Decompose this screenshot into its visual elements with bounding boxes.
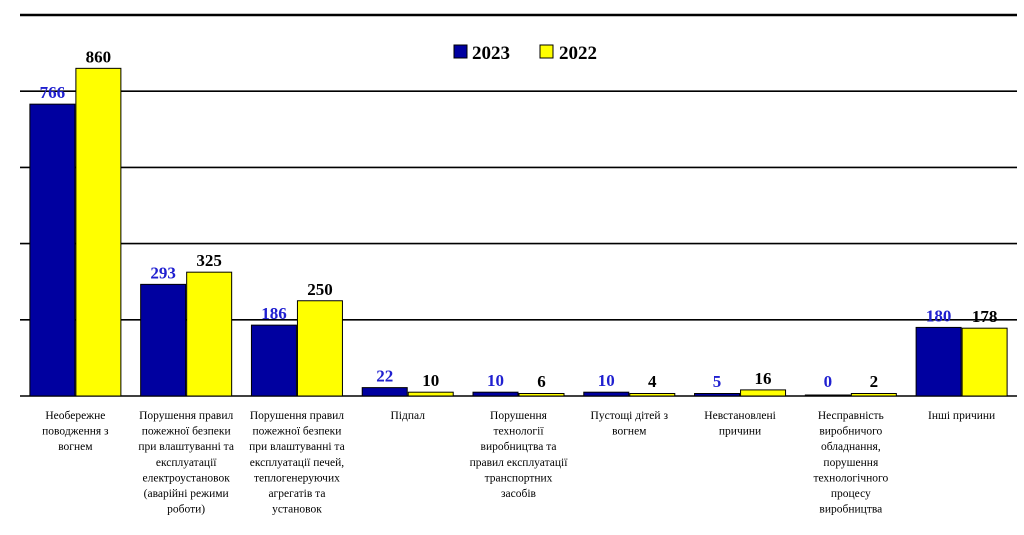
category-label-line: експлуатації печей, bbox=[250, 457, 345, 469]
category-label-line: вогнем bbox=[612, 426, 647, 438]
bar-2023-4 bbox=[472, 391, 519, 397]
category-label-2: Порушення правил пожежної безпеки при влаш… bbox=[249, 410, 345, 516]
category-label-line: правил експлуатації bbox=[470, 457, 569, 469]
category-label-line: при влаштуванні та bbox=[249, 441, 345, 453]
legend-label-2022: 2022 bbox=[559, 43, 597, 64]
category-label-line: пожежної безпеки bbox=[252, 426, 341, 438]
category-label-line: при влаштуванні та bbox=[138, 441, 234, 453]
legend-label-2023: 2023 bbox=[472, 43, 510, 64]
value-label-2023-5: 10 bbox=[598, 371, 615, 390]
category-label-line: поводження з bbox=[42, 426, 109, 438]
value-label-2023-0: 766 bbox=[40, 83, 66, 102]
category-label-line: Порушення правил bbox=[250, 410, 344, 422]
category-label-4: Порушення технології виробництва та правил … bbox=[470, 410, 569, 500]
value-label-2023-3: 22 bbox=[376, 367, 393, 386]
value-label-2022-1: 325 bbox=[196, 251, 222, 270]
category-label-line: виробництва bbox=[819, 504, 882, 516]
category-label-line: експлуатації bbox=[156, 457, 217, 469]
category-label-8: Інші причини bbox=[928, 410, 995, 422]
value-label-2023-1: 293 bbox=[150, 263, 176, 282]
category-label-6: Невстановлені причини bbox=[704, 410, 776, 438]
value-label-2022-2: 250 bbox=[307, 280, 333, 299]
category-label-line: Пустощі дітей з bbox=[591, 410, 669, 422]
category-label-line: засобів bbox=[501, 488, 537, 500]
category-label-line: причини bbox=[719, 426, 761, 438]
bar-2023-0 bbox=[29, 103, 76, 397]
bar-2023-3 bbox=[361, 387, 408, 397]
category-label-line: Порушення правил bbox=[139, 410, 233, 422]
value-label-2023-2: 186 bbox=[261, 304, 287, 323]
bar-2022-8 bbox=[961, 327, 1008, 397]
category-label-line: агрегатів та bbox=[268, 488, 325, 500]
category-label-line: порушення bbox=[823, 457, 879, 469]
bar-2022-7 bbox=[850, 393, 897, 397]
category-label-line: Підпал bbox=[390, 410, 425, 422]
category-label-line: Необережне bbox=[45, 410, 105, 422]
bars bbox=[29, 67, 1008, 397]
category-label-line: процесу bbox=[831, 488, 871, 500]
bar-2022-6 bbox=[740, 389, 787, 397]
bar-2023-5 bbox=[583, 391, 630, 397]
category-label-line: виробництва та bbox=[481, 441, 557, 453]
category-label-line: Невстановлені bbox=[704, 410, 776, 422]
bar-2022-1 bbox=[186, 271, 233, 397]
value-label-2023-8: 180 bbox=[926, 306, 952, 325]
category-label-line: вогнем bbox=[58, 441, 93, 453]
bar-2022-2 bbox=[296, 300, 343, 397]
category-label-1: Порушення правил пожежної безпеки при влаш… bbox=[138, 410, 234, 516]
bar-2023-7 bbox=[804, 394, 851, 397]
category-label-0: Необережне поводження з вогнем bbox=[42, 410, 109, 453]
category-label-line: (аварійні режими bbox=[144, 488, 229, 500]
value-label-2022-8: 178 bbox=[972, 307, 998, 326]
bar-2022-4 bbox=[518, 393, 565, 397]
category-label-line: Порушення bbox=[490, 410, 548, 422]
value-label-2022-5: 4 bbox=[648, 372, 657, 391]
category-label-line: технологічного bbox=[813, 472, 888, 484]
value-label-2022-4: 6 bbox=[537, 372, 546, 391]
category-label-line: Несправність bbox=[818, 410, 884, 422]
bar-2023-6 bbox=[694, 393, 741, 397]
legend: 2023 2022 bbox=[453, 43, 597, 64]
category-label-line: транспортних bbox=[485, 472, 553, 484]
bar-2023-1 bbox=[140, 283, 187, 397]
category-label-line: теплогенеруючих bbox=[254, 472, 340, 484]
category-label-line: пожежної безпеки bbox=[142, 426, 231, 438]
category-labels: Необережне поводження з вогнем Порушення пр… bbox=[42, 410, 995, 516]
value-label-2022-3: 10 bbox=[422, 371, 439, 390]
category-label-line: технології bbox=[493, 426, 544, 438]
bar-2023-8 bbox=[915, 326, 962, 397]
category-label-line: обладнання, bbox=[821, 441, 881, 453]
value-label-2023-6: 5 bbox=[713, 372, 722, 391]
value-label-2022-7: 2 bbox=[870, 372, 879, 391]
bar-2022-3 bbox=[407, 391, 454, 397]
value-label-2023-4: 10 bbox=[487, 371, 504, 390]
value-label-2023-7: 0 bbox=[824, 372, 833, 391]
category-label-line: роботи) bbox=[167, 504, 205, 516]
category-label-line: виробничого bbox=[819, 426, 882, 438]
legend-swatch-2022 bbox=[539, 44, 554, 59]
value-label-2022-0: 860 bbox=[86, 47, 112, 66]
bar-2022-5 bbox=[629, 393, 676, 397]
category-label-3: Підпал bbox=[390, 410, 425, 422]
bar-2023-2 bbox=[250, 324, 297, 397]
legend-swatch-2023 bbox=[453, 44, 468, 59]
bar-2022-0 bbox=[75, 67, 122, 397]
category-label-line: електроустановок bbox=[143, 472, 231, 484]
value-labels: 766 860 293 325 186 250 22 10 10 6 10 4 5 16 0 2 180 178 bbox=[40, 47, 998, 391]
category-label-5: Пустощі дітей з вогнем bbox=[591, 410, 669, 438]
category-label-line: установок bbox=[272, 504, 322, 516]
value-label-2022-6: 16 bbox=[755, 369, 772, 388]
category-label-7: Несправність виробничого обладнання, поруше… bbox=[813, 410, 888, 516]
category-label-line: Інші причини bbox=[928, 410, 995, 422]
